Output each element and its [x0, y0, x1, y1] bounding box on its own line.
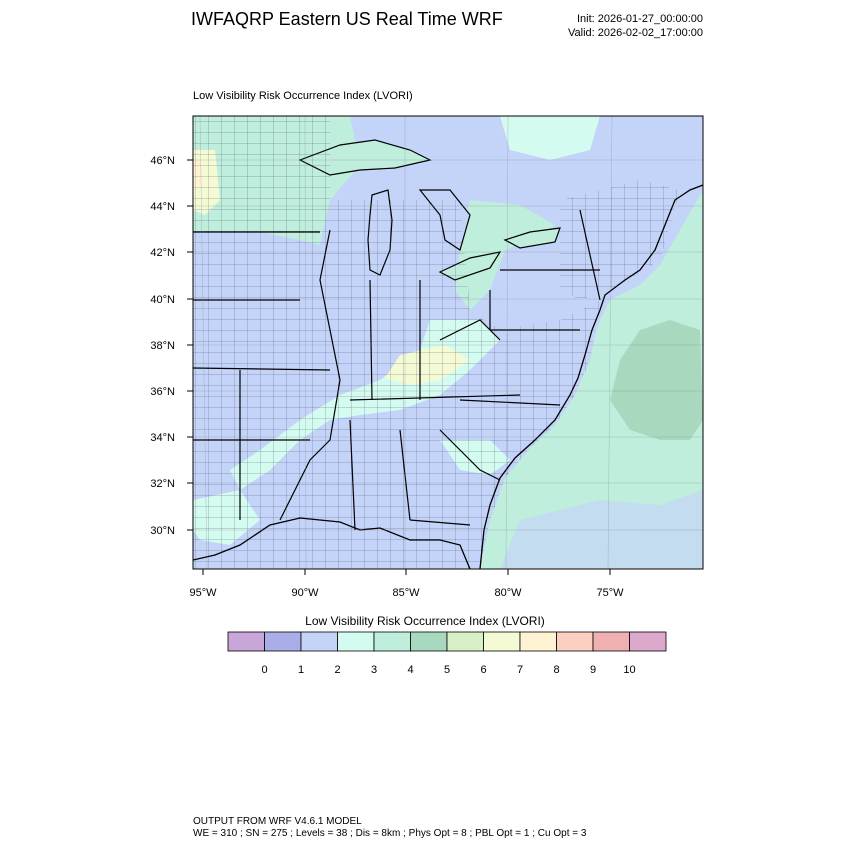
lat-label: 36°N [150, 386, 175, 398]
lon-label: 90°W [291, 587, 319, 599]
colorbar-box [264, 631, 302, 652]
colorbar-box [592, 631, 630, 652]
colorbar-box [300, 631, 338, 652]
canada-green-patch [500, 116, 600, 160]
init-time: Init: 2026-01-27_00:00:00 [577, 13, 703, 25]
lon-label: 80°W [494, 587, 522, 599]
colorbar-box [629, 631, 667, 652]
lon-label: 95°W [189, 587, 217, 599]
colorbar-box [373, 631, 411, 652]
lon-label: 75°W [596, 587, 624, 599]
colorbar-label: 2 [334, 664, 340, 676]
lat-ticks [187, 159, 193, 531]
colorbar-box [337, 631, 375, 652]
footer-model: OUTPUT FROM WRF V4.6.1 MODEL [193, 816, 362, 827]
graticule [193, 116, 703, 569]
lat-label: 34°N [150, 432, 175, 444]
state-borders [193, 209, 601, 531]
lat-label: 42°N [150, 247, 175, 259]
colorbar-label: 0 [261, 664, 267, 676]
colorbar-label: 4 [407, 664, 413, 676]
gulf-coastline [193, 517, 471, 569]
atlantic-field [470, 190, 703, 569]
colorbar-box [556, 631, 594, 652]
colorbar-label: 9 [590, 664, 596, 676]
valid-time: Valid: 2026-02-02_17:00:00 [568, 27, 703, 39]
colorbar-label: 7 [517, 664, 523, 676]
ontario-green-field [455, 200, 555, 310]
colorbar-label: 1 [298, 664, 304, 676]
colorbar-box [410, 631, 448, 652]
lat-label: 46°N [150, 155, 175, 167]
lat-label: 30°N [150, 525, 175, 537]
footer-config: WE = 310 ; SN = 275 ; Levels = 38 ; Dis … [193, 828, 587, 839]
lon-labels: 95°W 90°W 85°W 80°W 75°W [189, 587, 624, 599]
colorbar-label: 3 [371, 664, 377, 676]
colorbar-labels: 0 1 2 3 4 5 6 7 8 9 10 [261, 664, 635, 676]
coastline [479, 184, 703, 569]
chart-title: IWFAQRP Eastern US Real Time WRF [191, 9, 503, 29]
county-grid-north [193, 116, 330, 200]
colorbar-label: 8 [553, 664, 559, 676]
colorbar-label: 6 [480, 664, 486, 676]
lat-label: 44°N [150, 201, 175, 213]
colorbar [227, 631, 667, 652]
colorbar-box [227, 631, 265, 652]
colorbar-box [519, 631, 557, 652]
colorbar-title: Low Visibility Risk Occurrence Index (LV… [305, 614, 545, 628]
lake-ontario [503, 227, 561, 249]
map-area [193, 116, 703, 569]
atlantic-high-field [610, 320, 703, 440]
lon-ticks [202, 569, 611, 575]
colorbar-box [483, 631, 521, 652]
lat-labels: 46°N 44°N 42°N 40°N 38°N 36°N 34°N 32°N … [150, 155, 175, 537]
colorbar-label: 5 [444, 664, 450, 676]
colorbar-label: 10 [623, 664, 635, 676]
atlantic-blue-patches [500, 490, 703, 569]
lat-label: 38°N [150, 340, 175, 352]
map-frame [192, 115, 704, 570]
map-subtitle: Low Visibility Risk Occurrence Index (LV… [193, 90, 413, 102]
lon-label: 85°W [392, 587, 420, 599]
lat-label: 40°N [150, 294, 175, 306]
lat-label: 32°N [150, 478, 175, 490]
colorbar-box [446, 631, 484, 652]
county-grid [193, 200, 600, 569]
